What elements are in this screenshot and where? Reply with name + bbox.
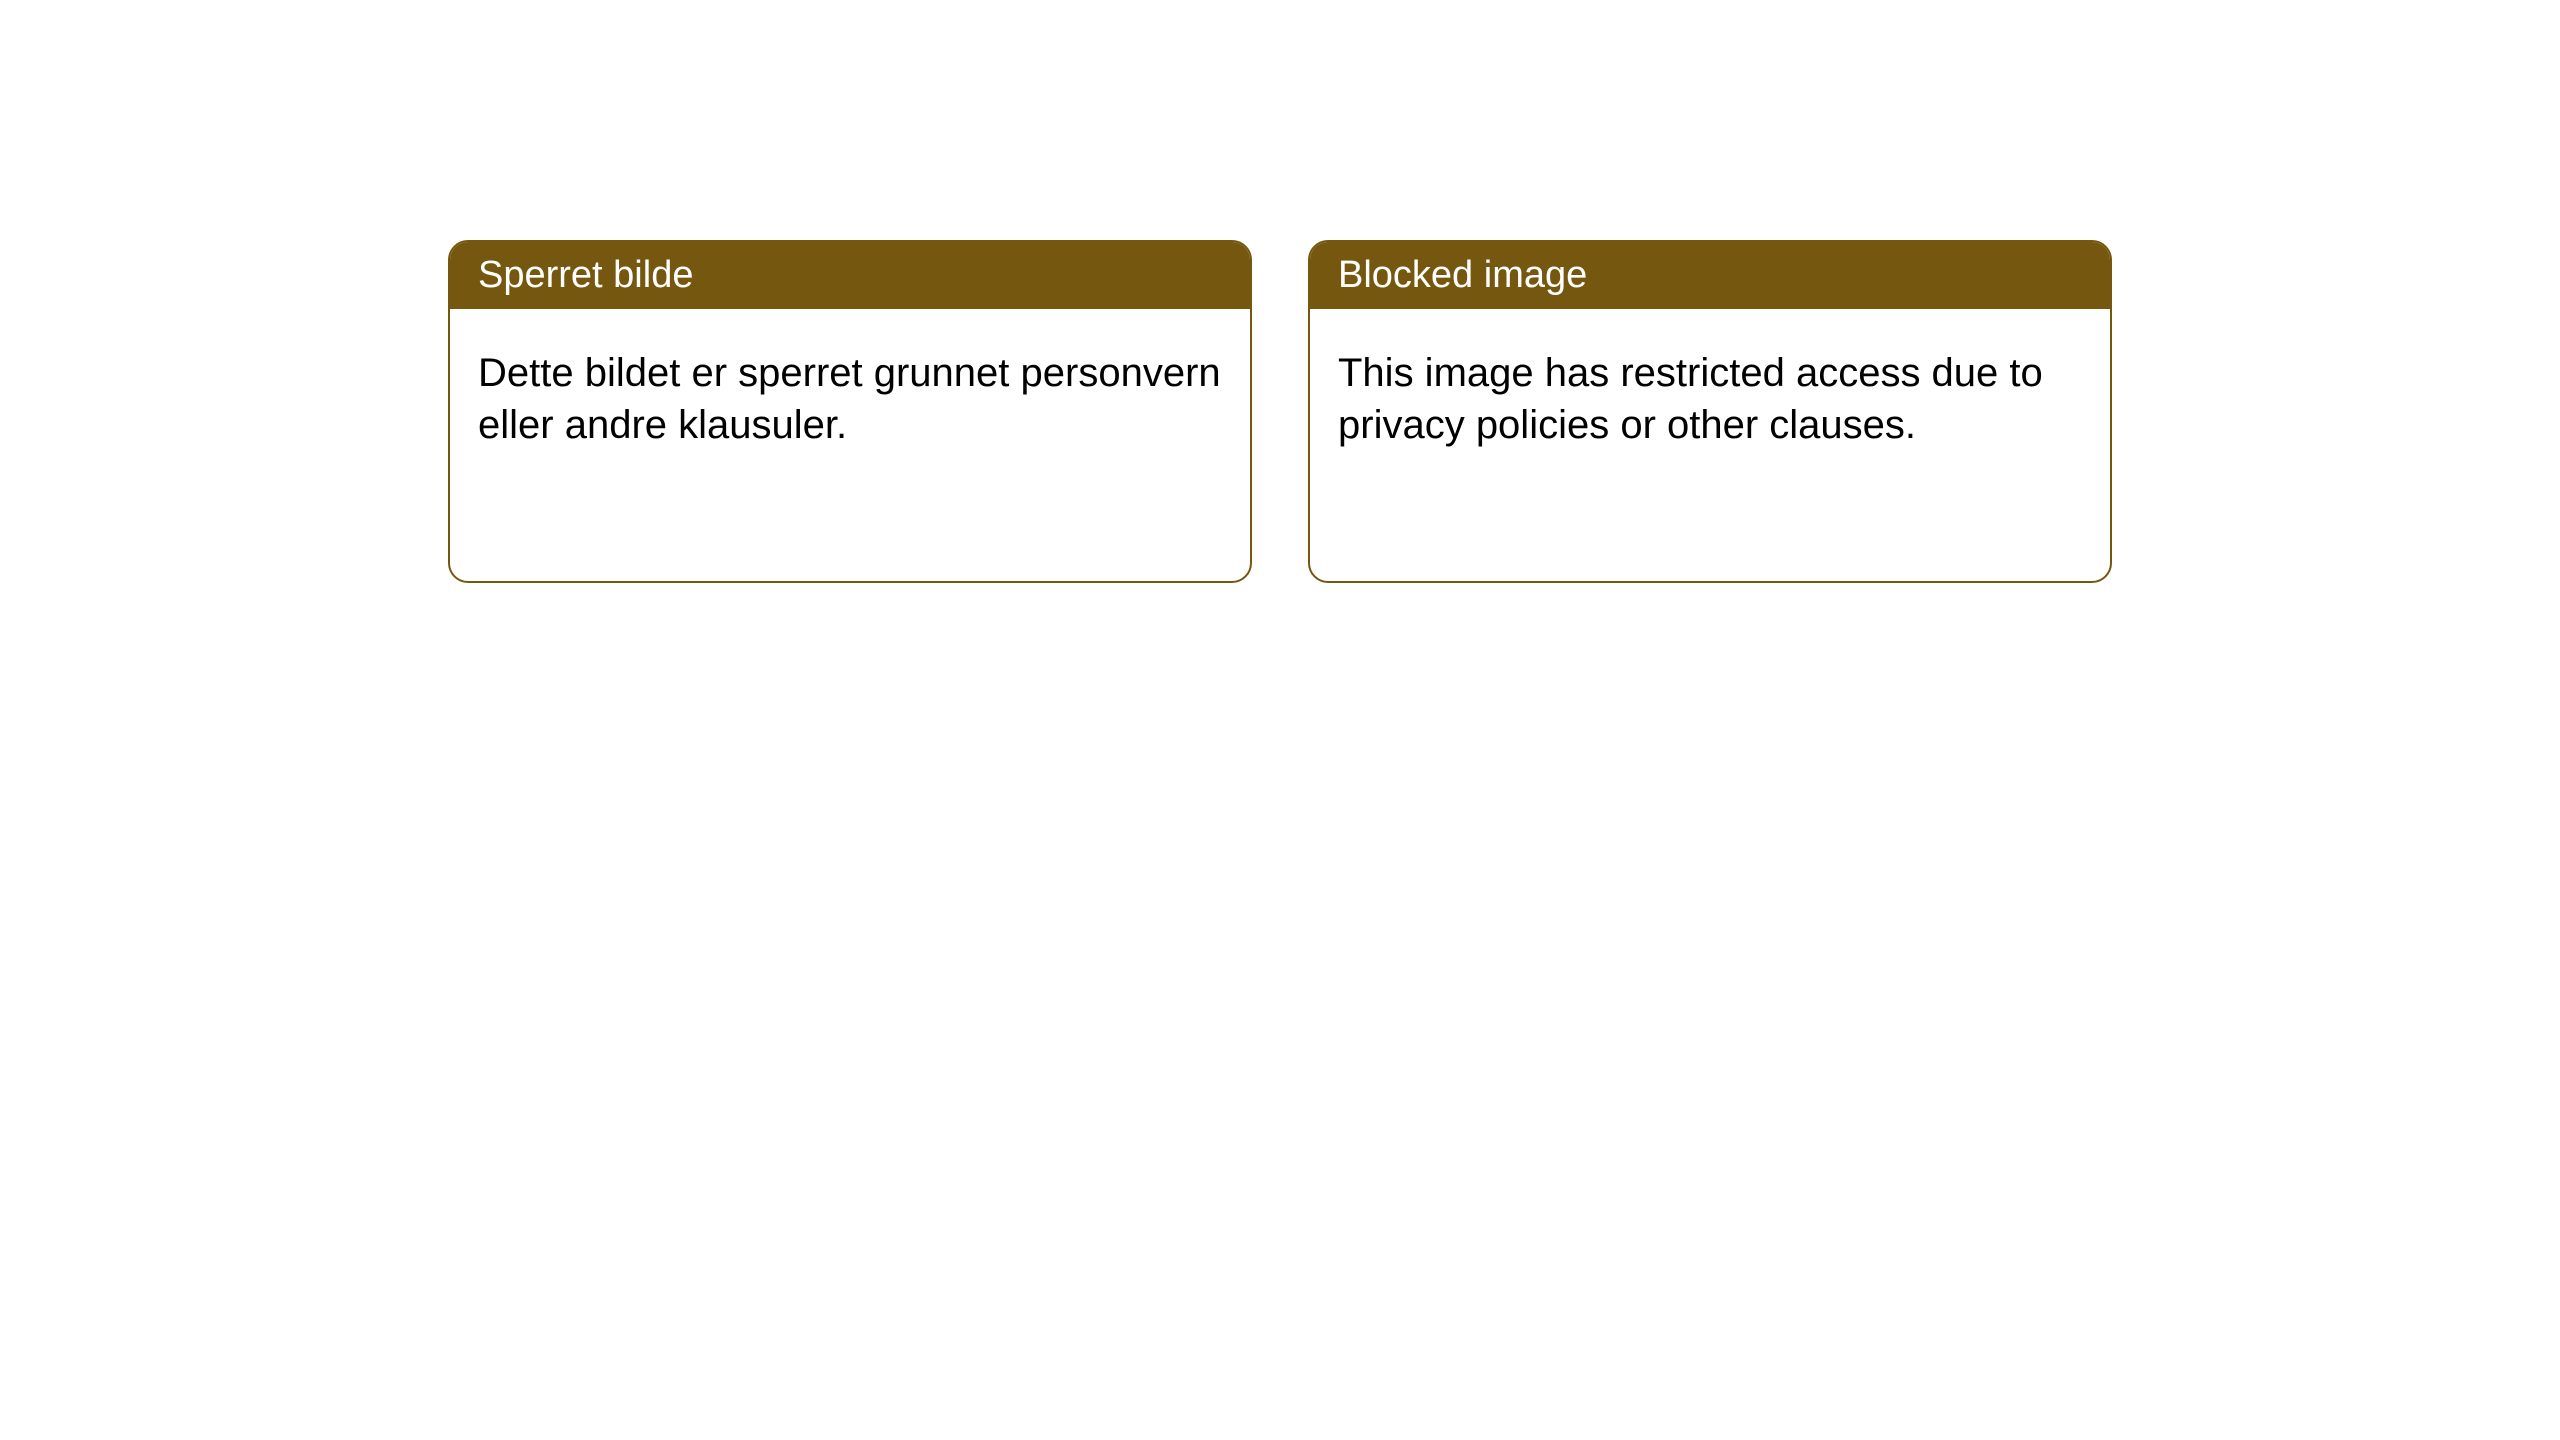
card-title: Sperret bilde xyxy=(478,254,693,296)
card-header: Blocked image xyxy=(1310,242,2110,309)
card-message: This image has restricted access due to … xyxy=(1338,351,2043,447)
card-body: This image has restricted access due to … xyxy=(1310,309,2110,581)
card-container: Sperret bilde Dette bildet er sperret gr… xyxy=(0,0,2560,583)
card-header: Sperret bilde xyxy=(450,242,1250,309)
card-message: Dette bildet er sperret grunnet personve… xyxy=(478,351,1221,447)
card-title: Blocked image xyxy=(1338,254,1587,296)
blocked-image-card-en: Blocked image This image has restricted … xyxy=(1308,240,2112,583)
card-body: Dette bildet er sperret grunnet personve… xyxy=(450,309,1250,581)
blocked-image-card-no: Sperret bilde Dette bildet er sperret gr… xyxy=(448,240,1252,583)
